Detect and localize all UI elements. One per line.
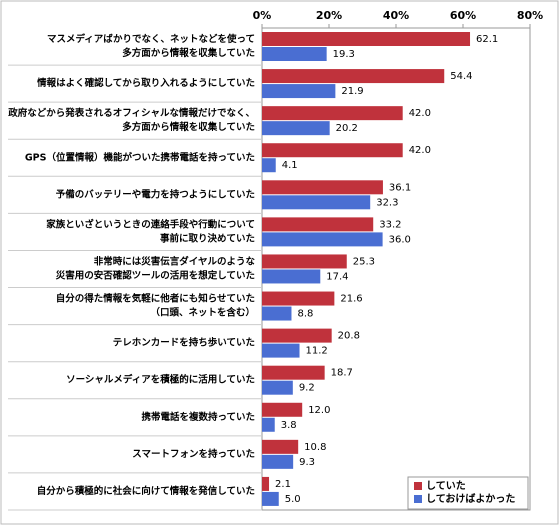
bar — [262, 269, 321, 284]
bar — [262, 491, 279, 506]
value-label: 4.1 — [282, 160, 298, 171]
bar — [262, 380, 293, 395]
bar — [262, 180, 383, 195]
category-label: 事前に取り決めていた — [160, 232, 255, 244]
value-label: 62.1 — [476, 34, 498, 45]
bar — [262, 84, 336, 99]
bar — [262, 402, 303, 417]
legend-box — [407, 476, 529, 510]
category-label: マスメディアばかりでなく、ネットなどを使って — [47, 33, 255, 45]
bar — [262, 476, 270, 491]
category-label: GPS（位置情報）機能がついた携帯電話を持っていた — [25, 151, 255, 163]
bar — [262, 195, 371, 210]
value-label: 20.2 — [336, 123, 358, 134]
value-label: 18.7 — [331, 368, 353, 379]
bar — [262, 343, 300, 358]
value-label: 42.0 — [409, 145, 431, 156]
bar — [262, 254, 347, 269]
category-label: 多方面から情報を収集していた — [122, 47, 255, 59]
value-label: 3.8 — [281, 420, 297, 431]
legend-swatch — [414, 482, 422, 490]
legend-swatch — [414, 495, 422, 503]
category-label: 予備のバッテリーや電力を持つようにしていた — [56, 188, 255, 200]
category-label: （口頭、ネットを含む） — [150, 307, 255, 319]
category-label: スマートフォンを持っていた — [132, 448, 255, 460]
category-label: 携帯電話を複数持っていた — [141, 411, 255, 423]
value-label: 33.2 — [379, 219, 401, 230]
value-label: 54.4 — [450, 71, 472, 82]
legend-label: していた — [426, 480, 466, 492]
value-label: 2.1 — [275, 479, 291, 490]
value-label: 36.1 — [389, 182, 411, 193]
bar — [262, 417, 275, 432]
value-label: 36.0 — [389, 234, 411, 245]
bar — [262, 47, 327, 61]
value-label: 9.3 — [299, 457, 315, 468]
x-tick-label: 0% — [253, 9, 272, 22]
value-label: 10.8 — [304, 442, 326, 453]
category-label: 自分から積極的に社会に向けて情報を発信していた — [37, 485, 255, 497]
value-label: 5.0 — [285, 494, 301, 505]
value-label: 17.4 — [326, 271, 348, 282]
legend-label: しておけばよかった — [426, 492, 515, 505]
bar — [262, 365, 325, 380]
category-label: ソーシャルメディアを積極的に活用していた — [66, 374, 255, 386]
category-label: 非常時には災害伝言ダイヤルのような — [94, 256, 256, 268]
value-label: 8.8 — [297, 309, 313, 320]
bar — [262, 306, 292, 321]
bar — [262, 69, 445, 84]
x-tick-label: 40% — [383, 9, 409, 22]
value-label: 21.9 — [341, 86, 363, 97]
bar — [262, 232, 383, 247]
bar — [262, 454, 294, 469]
category-label: テレホンカードを持ち歩いていた — [113, 337, 255, 349]
category-label: 情報はよく確認してから取り入れるようにしていた — [36, 77, 255, 89]
bar — [262, 291, 335, 306]
bar — [262, 328, 332, 343]
x-tick-label: 80% — [517, 9, 543, 22]
bar — [262, 121, 330, 136]
x-tick-label: 60% — [450, 9, 476, 22]
category-label: 家族といざというときの連絡手段や行動について — [46, 218, 255, 230]
value-label: 9.2 — [299, 383, 315, 394]
category-label: 災害用の安否確認ツールの活用を想定していた — [55, 270, 255, 282]
category-label: 自分の得た情報を気軽に他者にも知らせていた — [56, 293, 255, 305]
value-label: 20.8 — [338, 331, 360, 342]
value-label: 12.0 — [308, 405, 330, 416]
value-label: 32.3 — [376, 197, 398, 208]
category-label: 政府などから発表されるオフィシャルな情報だけでなく、 — [8, 107, 255, 119]
bar — [262, 439, 299, 454]
bar — [262, 32, 471, 46]
value-label: 21.6 — [340, 294, 362, 305]
value-label: 42.0 — [409, 108, 431, 119]
value-label: 11.2 — [306, 346, 328, 357]
bar — [262, 143, 403, 158]
value-label: 25.3 — [353, 256, 375, 267]
category-label: 多方面から情報を収集していた — [122, 121, 255, 133]
value-label: 19.3 — [333, 49, 355, 60]
bar — [262, 158, 276, 173]
bar — [262, 217, 374, 232]
x-tick-label: 20% — [316, 9, 342, 22]
bar — [262, 106, 403, 121]
